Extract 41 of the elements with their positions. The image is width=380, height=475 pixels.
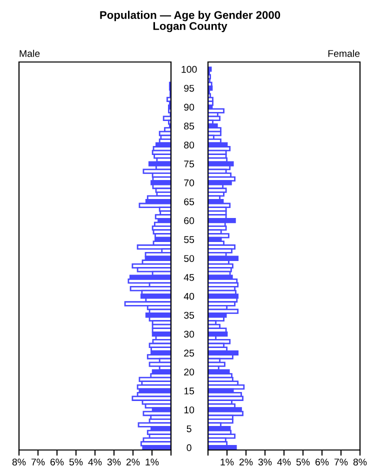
x-tick-label: 7% bbox=[31, 458, 45, 466]
y-tick-label: 75 bbox=[184, 160, 194, 168]
x-tick-label: 3% bbox=[107, 458, 121, 466]
x-tick-label: 5% bbox=[296, 458, 310, 466]
y-tick-label: 15 bbox=[184, 388, 194, 394]
x-tick-label: 6% bbox=[315, 458, 329, 466]
y-tick-label: 0 bbox=[186, 444, 192, 452]
x-tick-label: 8% bbox=[353, 458, 367, 466]
x-tick-label: 2% bbox=[126, 458, 140, 466]
y-tick-label: 50 bbox=[184, 255, 194, 262]
y-tick-label: 60 bbox=[184, 217, 194, 224]
x-tick-label: 1% bbox=[146, 458, 159, 466]
text: Male bbox=[20, 50, 40, 57]
y-tick-label: 85 bbox=[184, 122, 194, 130]
y-tick-label: 90 bbox=[184, 104, 194, 111]
chart-subtitle: Logan County bbox=[153, 22, 228, 32]
x-tick-label: 1% bbox=[220, 458, 234, 466]
x-tick-label: 2% bbox=[239, 458, 253, 466]
y-tick-label: 65 bbox=[184, 198, 194, 206]
y-tick-label: 80 bbox=[184, 142, 194, 148]
y-tick-label: 35 bbox=[184, 312, 194, 319]
y-tick-label: 70 bbox=[184, 179, 194, 186]
x-tick-label: 8% bbox=[12, 458, 26, 466]
y-tick-label: 40 bbox=[184, 292, 194, 300]
y-tick-label: 10 bbox=[184, 406, 194, 414]
y-tick-label: 25 bbox=[184, 350, 194, 357]
x-tick-label: 6% bbox=[50, 458, 64, 466]
y-tick-label: 95 bbox=[184, 84, 194, 92]
y-tick-label: 30 bbox=[184, 330, 194, 338]
y-tick-label: 20 bbox=[184, 368, 194, 376]
chart-title: Population — Age by Gender 2000 bbox=[100, 10, 280, 22]
y-tick-label: 45 bbox=[184, 274, 194, 281]
x-tick-label: 4% bbox=[88, 458, 102, 466]
x-tick-label: 7% bbox=[334, 458, 348, 466]
y-tick-label: 55 bbox=[184, 236, 194, 244]
x-tick-label: 5% bbox=[69, 458, 83, 466]
x-tick-label: 4% bbox=[277, 458, 291, 466]
x-tick-label: 3% bbox=[258, 458, 272, 466]
y-tick-label: 5 bbox=[186, 425, 192, 432]
y-tick-label: 100 bbox=[182, 66, 197, 73]
text: Female bbox=[328, 50, 360, 57]
